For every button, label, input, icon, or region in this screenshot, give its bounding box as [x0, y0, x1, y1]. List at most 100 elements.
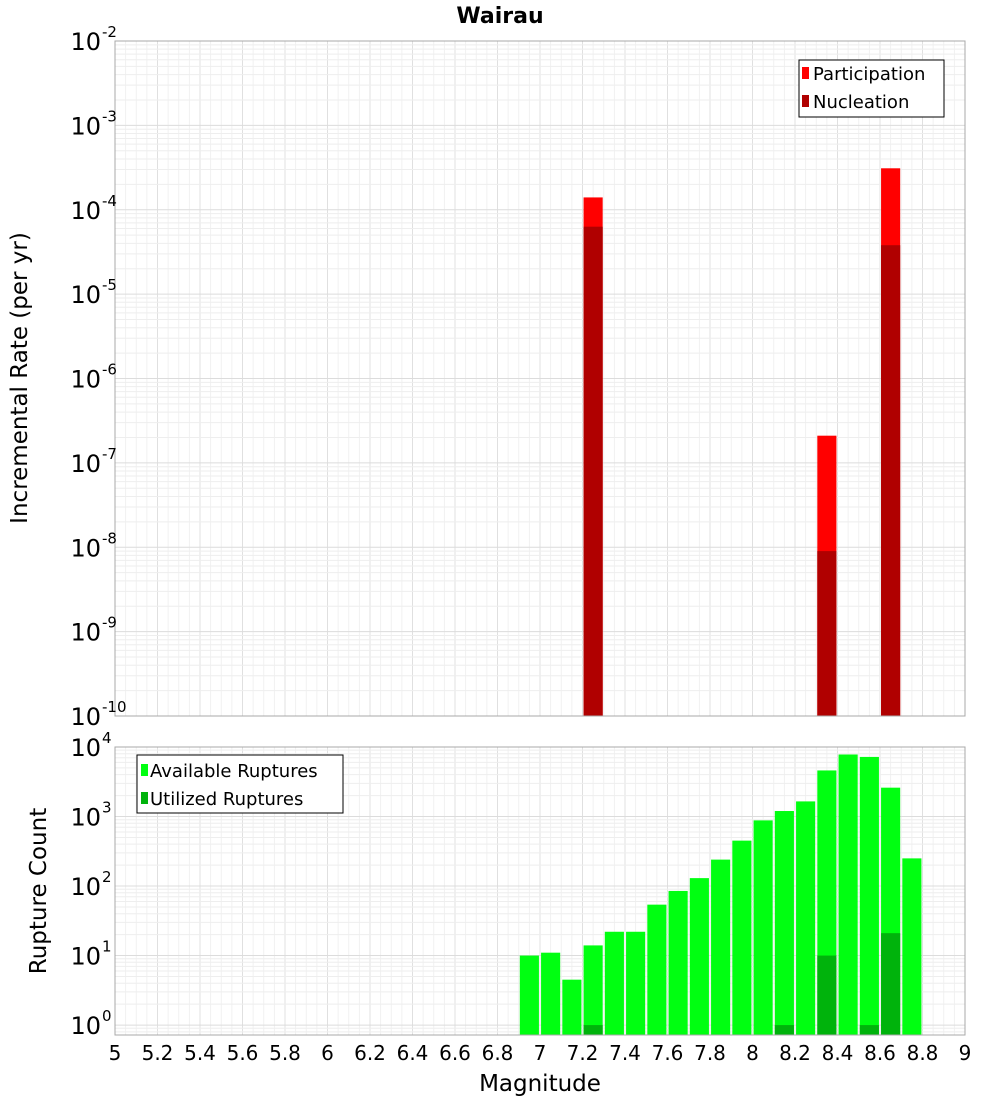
y-tick-exponent: -7 — [102, 445, 117, 463]
plot-border — [114, 746, 966, 1036]
y-tick-exponent: -2 — [102, 23, 117, 41]
bar-available-ruptures-7.65 — [668, 890, 688, 1035]
bars — [519, 754, 922, 1035]
plot-border — [114, 40, 966, 717]
legend-box — [798, 59, 945, 118]
x-tick-label: 8.8 — [907, 1041, 939, 1065]
legend-swatch-available — [141, 764, 148, 776]
x-tick-label: 7.2 — [567, 1041, 599, 1065]
x-tick-label: 8.6 — [864, 1041, 896, 1065]
bar-utilized-ruptures-8.55 — [859, 1025, 879, 1035]
y-tick-label: 10 — [70, 804, 101, 832]
bar-available-ruptures-8.25 — [796, 801, 816, 1035]
chart-title: Wairau — [456, 4, 543, 29]
x-tick-label: 6.4 — [397, 1041, 429, 1065]
y-tick-exponent: -9 — [102, 614, 117, 632]
legend-label-utilized: Utilized Ruptures — [150, 789, 303, 810]
y-tick-exponent: 0 — [102, 1007, 112, 1025]
y-tick-label: 10 — [70, 112, 101, 140]
bar-available-ruptures-8.45 — [838, 754, 858, 1035]
grid — [114, 40, 966, 717]
legend-swatch-participation — [802, 67, 809, 79]
x-tick-label: 8.2 — [779, 1041, 811, 1065]
x-tick-label: 9 — [959, 1041, 972, 1065]
bar-utilized-ruptures-8.65 — [881, 933, 901, 1035]
y-axis-title: Rupture Count — [26, 808, 52, 974]
x-tick-label: 7 — [534, 1041, 547, 1065]
bar-available-ruptures-7.85 — [711, 859, 731, 1035]
x-tick-label: 7.8 — [694, 1041, 726, 1065]
bar-nucleation-8.65 — [881, 245, 901, 717]
bar-available-ruptures-8.75 — [902, 858, 922, 1035]
bar-available-ruptures-7.95 — [732, 840, 752, 1035]
bar-available-ruptures-8.05 — [753, 820, 773, 1035]
legend-swatch-nucleation — [802, 95, 809, 107]
y-tick-label: 10 — [70, 281, 101, 309]
bar-utilized-ruptures-8.35 — [817, 955, 837, 1035]
y-tick-label: 10 — [70, 534, 101, 562]
rate-chart: Wairau 10-1010-910-810-710-610-510-410-3… — [7, 4, 966, 731]
y-tick-exponent: -10 — [102, 698, 127, 716]
y-tick-label: 10 — [70, 734, 101, 762]
bar-available-ruptures-8.15 — [774, 811, 794, 1035]
x-tick-label: 7.6 — [652, 1041, 684, 1065]
x-tick-labels: 5 5.2 5.4 5.6 5.8 6 6.2 6.4 6.6 6.8 7 7.2 7.4 7.6 7.8 8… — [109, 1041, 972, 1065]
y-tick-label: 10 — [70, 619, 101, 647]
bar-utilized-ruptures-8.15 — [774, 1025, 794, 1035]
y-tick-exponent: 3 — [102, 799, 112, 817]
bars — [583, 168, 901, 717]
legend: Available Ruptures Utilized Ruptures — [136, 754, 344, 814]
x-tick-label: 7.4 — [609, 1041, 641, 1065]
bar-available-ruptures-8.55 — [859, 756, 879, 1035]
y-tick-label: 10 — [70, 366, 101, 394]
y-tick-exponent: 2 — [102, 868, 112, 886]
y-tick-label: 10 — [70, 703, 101, 731]
y-tick-exponent: -8 — [102, 529, 117, 547]
y-tick-label: 10 — [70, 943, 101, 971]
bar-available-ruptures-7.05 — [541, 952, 561, 1035]
bar-utilized-ruptures-7.25 — [583, 1025, 603, 1035]
bar-available-ruptures-6.95 — [519, 955, 539, 1035]
y-tick-label: 10 — [70, 1012, 101, 1040]
legend-label-participation: Participation — [813, 64, 925, 85]
x-tick-label: 6.2 — [354, 1041, 386, 1065]
x-tick-label: 5.2 — [142, 1041, 174, 1065]
bar-available-ruptures-7.15 — [562, 979, 582, 1035]
y-tick-exponent: 1 — [102, 938, 112, 956]
bar-available-ruptures-7.75 — [689, 878, 709, 1035]
x-tick-label: 5.8 — [269, 1041, 301, 1065]
y-tick-exponent: -4 — [102, 192, 117, 210]
x-tick-label: 6 — [321, 1041, 334, 1065]
x-tick-label: 8.4 — [822, 1041, 854, 1065]
x-tick-label: 6.8 — [482, 1041, 514, 1065]
y-tick-exponent: -6 — [102, 361, 117, 379]
bar-available-ruptures-7.35 — [604, 931, 624, 1035]
x-tick-label: 6.6 — [439, 1041, 471, 1065]
y-tick-label: 10 — [70, 197, 101, 225]
x-axis-title: Magnitude — [479, 1071, 601, 1097]
legend-label-nucleation: Nucleation — [813, 92, 909, 113]
x-tick-label: 5.4 — [184, 1041, 216, 1065]
bar-available-ruptures-7.45 — [626, 931, 646, 1035]
x-tick-label: 8 — [746, 1041, 759, 1065]
legend-label-available: Available Ruptures — [150, 761, 318, 782]
legend-swatch-utilized — [141, 792, 148, 804]
bar-available-ruptures-7.25 — [583, 945, 603, 1035]
y-tick-exponent: -5 — [102, 276, 117, 294]
y-tick-label: 10 — [70, 450, 101, 478]
y-tick-label: 10 — [70, 873, 101, 901]
y-tick-exponent: 4 — [102, 729, 112, 747]
bar-nucleation-7.25 — [583, 226, 603, 716]
bar-nucleation-8.35 — [817, 551, 837, 716]
legend-box — [136, 754, 344, 814]
legend: Participation Nucleation — [798, 59, 945, 118]
y-tick-exponent: -3 — [102, 107, 117, 125]
bar-available-ruptures-7.55 — [647, 904, 667, 1035]
y-tick-label: 10 — [70, 28, 101, 56]
x-tick-label: 5 — [109, 1041, 122, 1065]
y-axis-title: Incremental Rate (per yr) — [7, 232, 33, 524]
